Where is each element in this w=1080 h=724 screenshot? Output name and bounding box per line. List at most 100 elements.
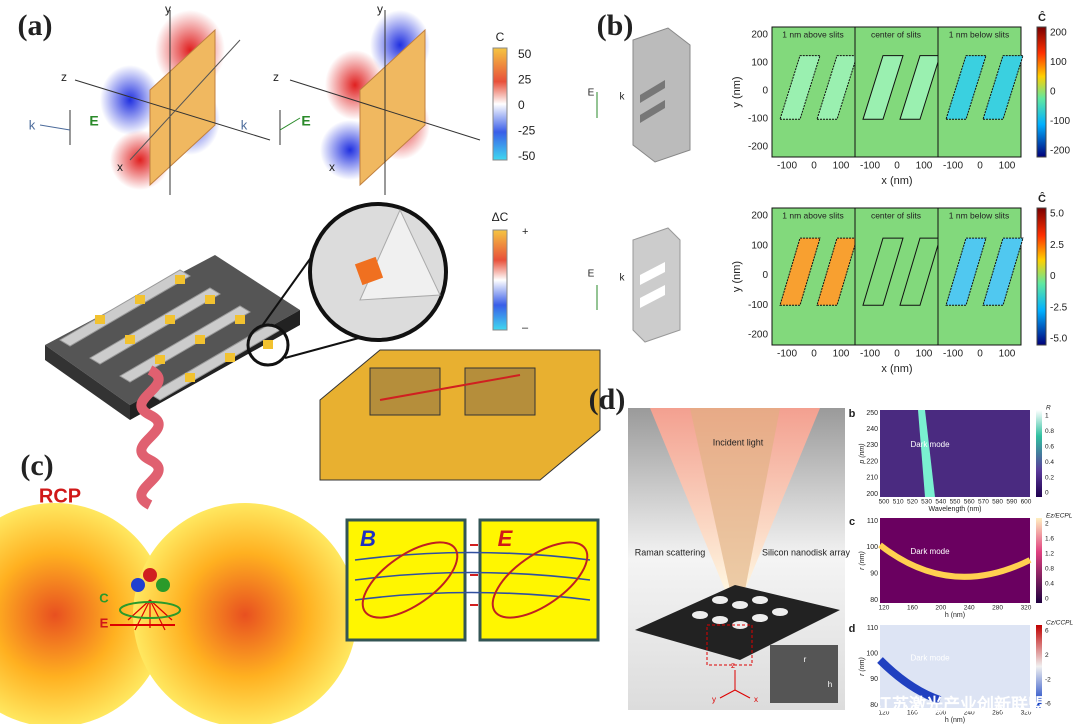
y-tick-label: 100 (866, 544, 878, 551)
label: E (100, 615, 109, 630)
slit (945, 237, 987, 306)
label: h (nm) (945, 612, 965, 619)
label: r (804, 655, 807, 664)
label: Incident light (713, 437, 764, 447)
colorbar-tick: 5.0 (1050, 209, 1064, 220)
y-tick-label: 110 (867, 625, 878, 632)
panel-label: (c) (20, 449, 53, 482)
panel-b-art (596, 26, 1047, 346)
x-tick-label: 540 (935, 499, 946, 506)
label: Dark mode (910, 547, 950, 556)
x-tick-label: 520 (907, 499, 918, 506)
x-tick-label: 160 (907, 710, 918, 717)
colorbar-tick: + (522, 226, 528, 238)
label: y (nm) (731, 261, 743, 292)
label: x (117, 160, 123, 174)
x-tick-label: 600 (1021, 499, 1032, 506)
label: RCP (39, 485, 81, 507)
label: x (754, 695, 758, 704)
x-tick-label: 160 (907, 605, 918, 612)
x-tick-label: 100 (916, 161, 933, 172)
colorbar-tick: 0.4 (1045, 581, 1054, 588)
colorbar-tick: -2 (1045, 676, 1051, 683)
x-tick-label: 0 (811, 349, 817, 360)
colorbar-tick: 6 (1045, 628, 1049, 635)
label: x (nm) (881, 363, 912, 375)
colorbar-tick: 50 (518, 47, 532, 61)
x-tick-label: -100 (943, 161, 963, 172)
colorbar-tick: -6 (1045, 701, 1051, 708)
label: z (731, 661, 735, 670)
x-tick-label: -100 (860, 161, 880, 172)
x-tick-label: 530 (921, 499, 932, 506)
y-tick-label: 110 (867, 518, 878, 525)
colorbar-tick: 0.8 (1045, 566, 1054, 573)
slit (779, 55, 821, 120)
x-tick-label: 0 (977, 349, 983, 360)
y-tick-label: 200 (751, 30, 768, 41)
colorbar-tick: -100 (1050, 116, 1070, 127)
watermark: 江苏激光产业创新联盟 (875, 694, 1045, 714)
colorbar-tick: -200 (1050, 146, 1070, 157)
label: h (nm) (945, 717, 965, 724)
y-tick-label: 250 (866, 410, 878, 417)
colorbar-tick: 1.2 (1045, 551, 1054, 558)
x-tick-label: 240 (964, 710, 975, 717)
x-tick-label: 0 (977, 161, 983, 172)
x-tick-label: -100 (860, 349, 880, 360)
y-tick-label: -200 (748, 142, 768, 153)
label: 1 nm below slits (949, 210, 1009, 220)
colorbar-tick: 25 (518, 73, 532, 87)
panel-label: (b) (597, 9, 634, 42)
x-tick-label: 120 (879, 710, 890, 717)
slit (982, 55, 1024, 120)
panel-d-art (628, 408, 1042, 710)
y-tick-label: 90 (870, 571, 878, 578)
x-tick-label: 580 (992, 499, 1003, 506)
label: center of slits (871, 210, 921, 220)
panel-label: (a) (18, 9, 53, 42)
y-tick-label: 80 (870, 702, 878, 709)
label: 1 nm below slits (949, 29, 1009, 39)
label: y (nm) (731, 76, 743, 107)
label: 1 nm above slits (782, 210, 843, 220)
label: C (99, 590, 109, 605)
colorbar-tick: 200 (1050, 28, 1067, 39)
label: C (496, 30, 505, 44)
colorbar-tick: 0.4 (1045, 459, 1054, 466)
colorbar-tick: 0 (1045, 596, 1049, 603)
slit (862, 237, 904, 306)
x-tick-label: 120 (879, 605, 890, 612)
label: y (712, 695, 716, 704)
label: k (241, 117, 248, 132)
colorbar-tick: 0.8 (1045, 428, 1054, 435)
colorbar-tick: – (522, 322, 529, 334)
panel-c-art (0, 349, 601, 724)
x-tick-label: 320 (1021, 605, 1032, 612)
label: d (849, 623, 856, 635)
x-tick-label: 550 (950, 499, 961, 506)
colorbar-tick: 0 (1050, 87, 1056, 98)
y-tick-label: 0 (762, 86, 768, 97)
label: k (29, 117, 36, 132)
y-tick-label: 100 (751, 240, 768, 251)
slit (945, 55, 987, 120)
label: center of slits (871, 29, 921, 39)
label: Silicon nanodisk array (762, 547, 851, 557)
label: r (nm) (859, 551, 866, 570)
label: Ĉ (1038, 192, 1046, 205)
label: x (nm) (881, 175, 912, 187)
panel-a-art (39, 10, 508, 420)
slit (816, 55, 858, 120)
y-tick-label: 100 (866, 651, 878, 658)
y-tick-label: 0 (762, 270, 768, 281)
y-tick-label: 220 (866, 458, 878, 465)
colorbar-tick: -5.0 (1050, 334, 1068, 345)
y-tick-label: -100 (748, 114, 768, 125)
x-tick-label: -100 (777, 161, 797, 172)
x-tick-label: 570 (978, 499, 989, 506)
colorbar-tick: -25 (518, 124, 536, 138)
x-tick-label: 0 (811, 161, 817, 172)
colorbar-tick: 0 (1050, 271, 1056, 282)
